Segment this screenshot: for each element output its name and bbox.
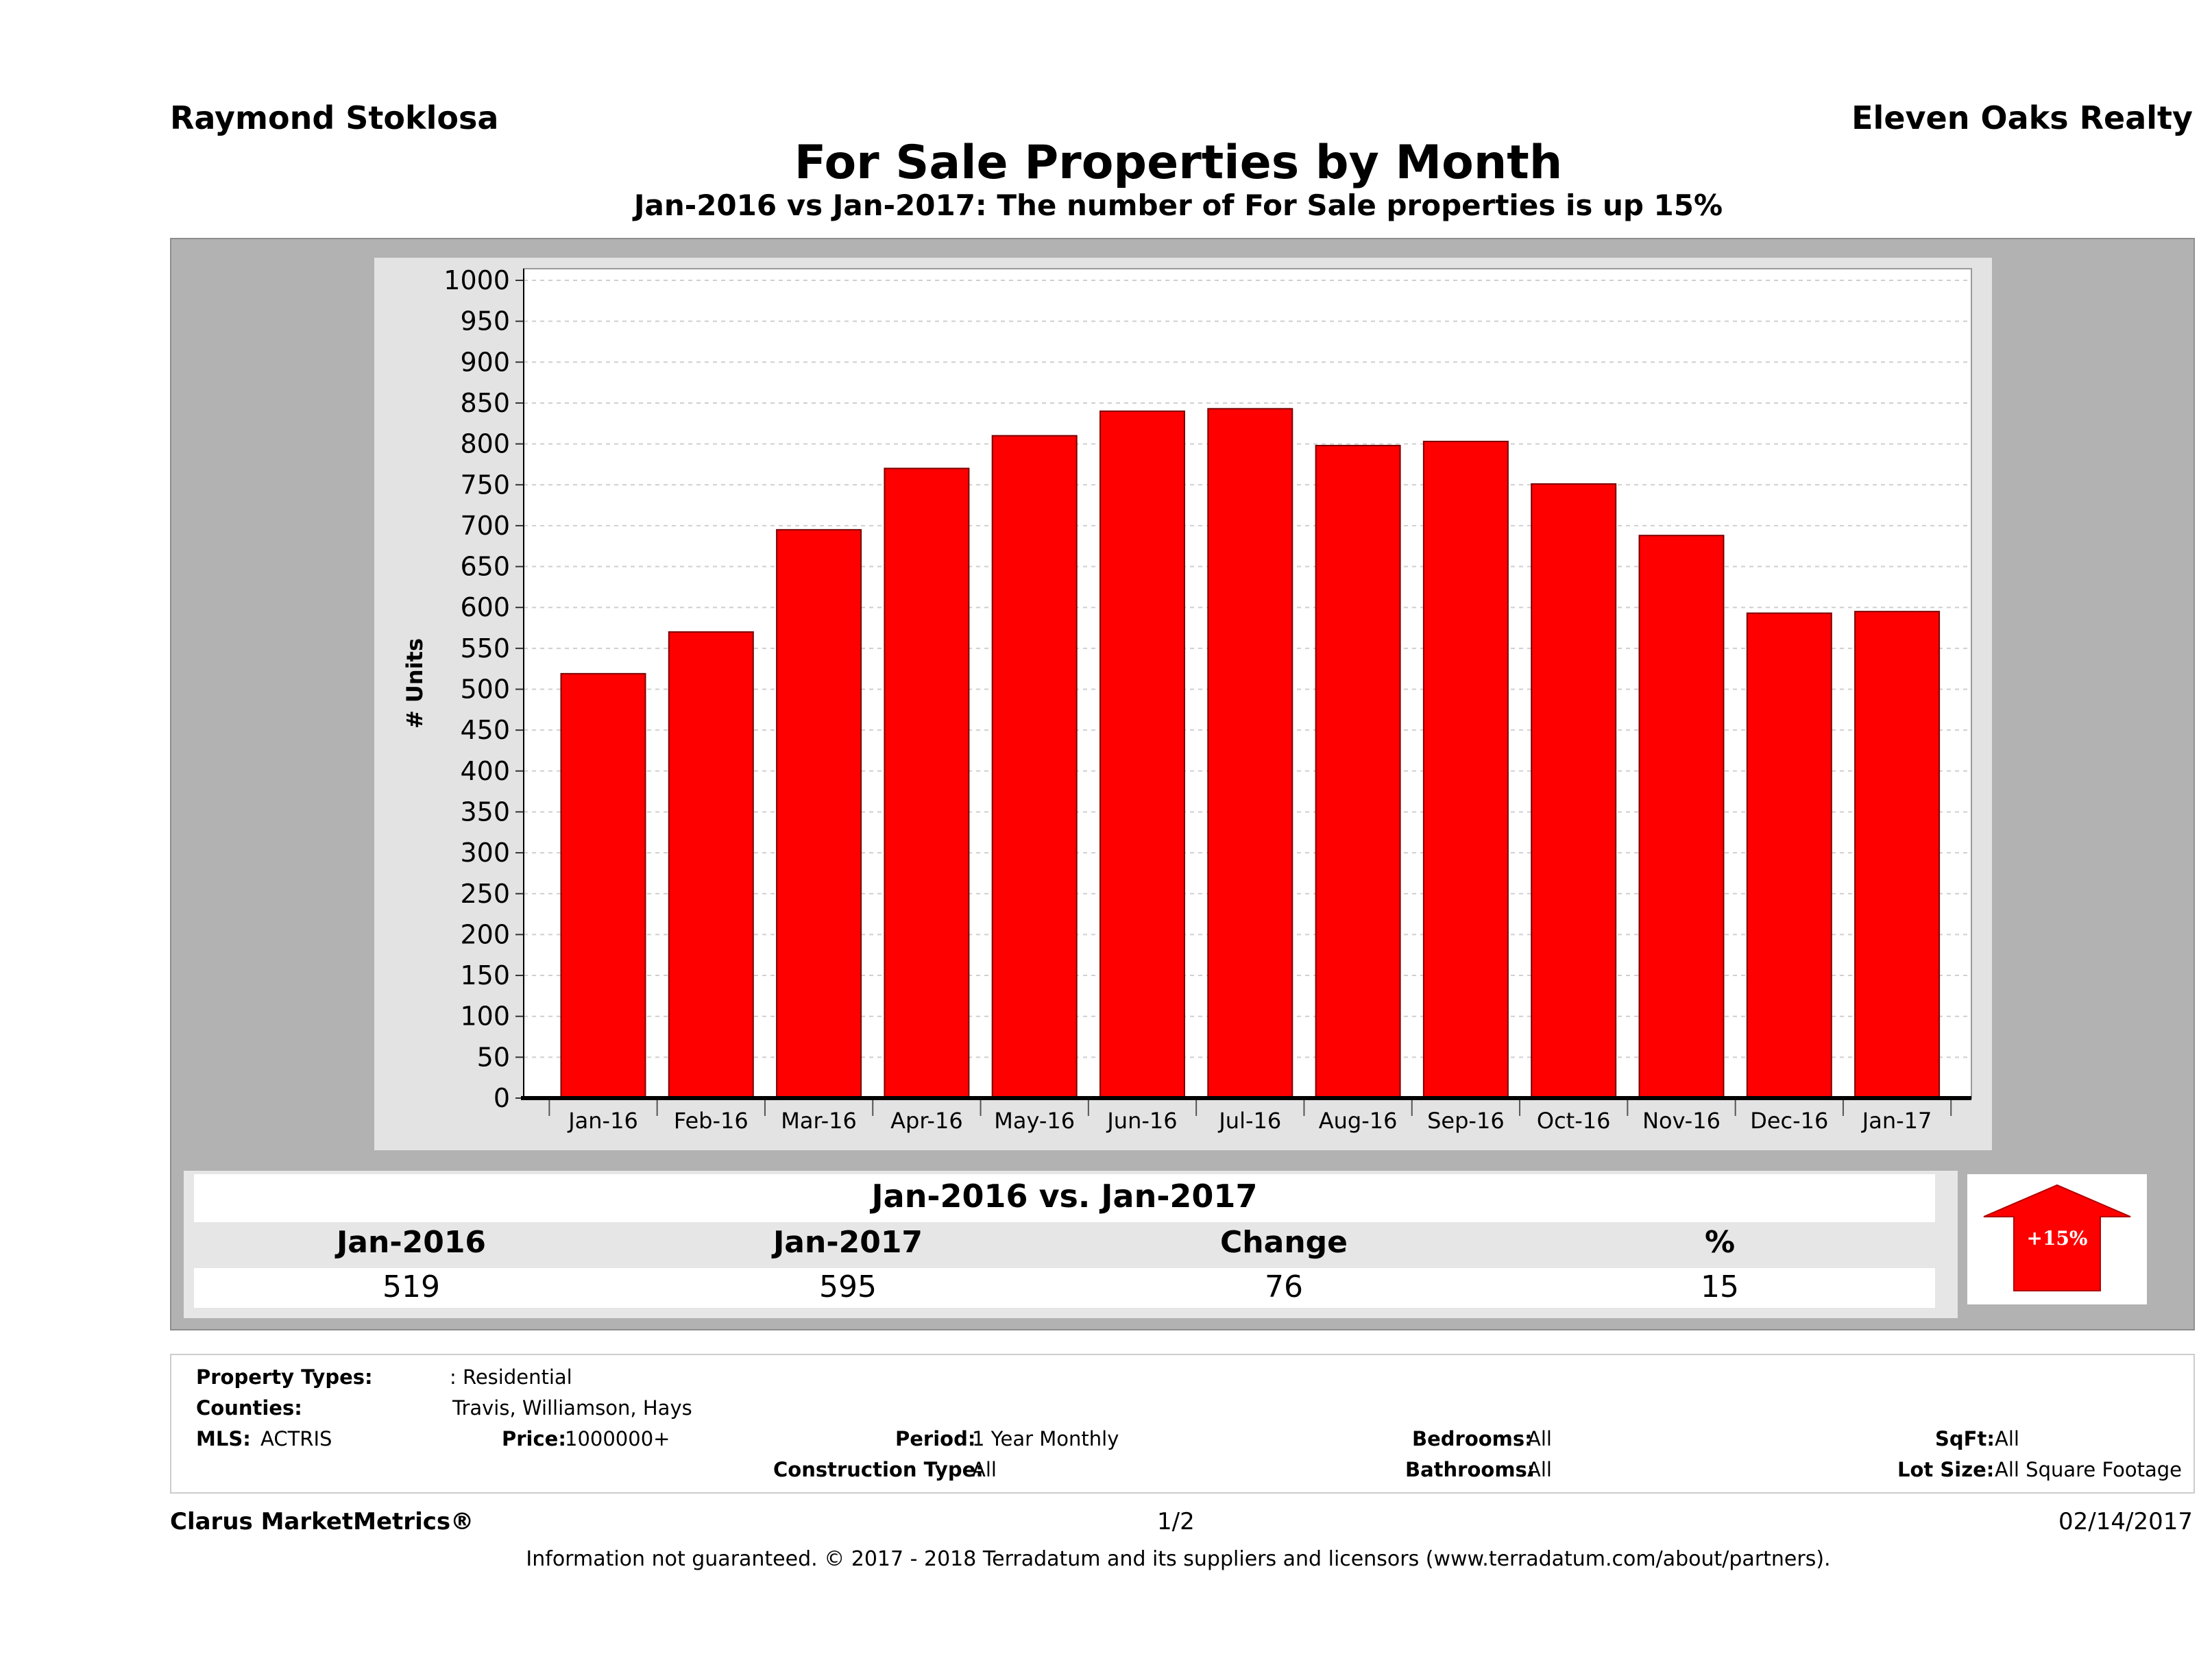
y-tick-label: 1000 [443,265,510,295]
bar-aug-16 [1315,444,1401,1099]
y-tick-label: 450 [460,715,510,745]
mls-label: MLS: [196,1427,251,1450]
trend-badge-label: +15% [2026,1227,2088,1250]
mls-value: ACTRIS [260,1427,332,1450]
y-tick-label: 50 [477,1042,510,1072]
y-tick-label: 400 [460,756,510,786]
summary-value-jan2016: 519 [382,1269,440,1304]
y-tick-label: 350 [460,797,510,827]
y-tick-label: 850 [460,388,510,418]
x-tick-label: Jan-17 [1861,1108,1932,1134]
y-axis-label: # Units [402,638,428,729]
lot-size-value: All Square Footage [1995,1458,2183,1481]
x-tick-label: Dec-16 [1750,1108,1828,1134]
bar-mar-16 [776,528,862,1099]
summary-value-jan2017: 595 [819,1269,877,1304]
bar-sep-16 [1422,441,1509,1099]
trend-badge [1967,1174,2147,1304]
criteria-panel [170,1354,2195,1494]
y-tick-label: 100 [460,1001,510,1032]
x-tick-label: Oct-16 [1537,1108,1611,1134]
bar-nov-16 [1638,535,1725,1099]
construction-type-label: Construction Type: [773,1458,984,1481]
bars [560,408,1941,1099]
bar-jun-16 [1099,410,1185,1099]
bar-oct-16 [1531,483,1617,1099]
summary-header-jan2017: Jan-2017 [773,1225,923,1260]
price-value: 1000000+ [565,1427,670,1450]
bar-may-16 [991,435,1078,1099]
property-types-label: Property Types: [196,1365,373,1389]
property-types-value: : Residential [450,1365,572,1389]
footer-page-number: 1/2 [1157,1508,1195,1535]
x-tick-label: Mar-16 [781,1108,857,1134]
y-tick-label: 550 [460,633,510,664]
bar-jan-17 [1854,611,1941,1099]
summary-header-percent: % [1704,1225,1736,1260]
bathrooms-value: All [1527,1458,1552,1481]
x-tick-label: May-16 [994,1108,1075,1134]
counties-label: Counties: [196,1396,302,1420]
y-tick-label: 750 [460,470,510,500]
x-tick-label: Nov-16 [1642,1108,1721,1134]
x-tick-label: Aug-16 [1319,1108,1398,1134]
y-tick-label: 600 [460,592,510,622]
price-label: Price: [502,1427,566,1450]
x-tick-label: Feb-16 [674,1108,749,1134]
y-tick-label: 950 [460,306,510,337]
y-tick-label: 700 [460,511,510,541]
footer-brand: Clarus MarketMetrics® [170,1508,474,1535]
x-tick-label: Apr-16 [890,1108,963,1134]
sqft-label: SqFt: [1935,1427,1995,1450]
y-tick-label: 250 [460,879,510,909]
bar-feb-16 [668,631,754,1099]
y-tick-label: 0 [494,1083,510,1113]
bar-dec-16 [1746,612,1832,1099]
y-tick-label: 200 [460,919,510,949]
y-tick-label: 900 [460,347,510,377]
sqft-value: All [1995,1427,2019,1450]
bedrooms-value: All [1527,1427,1552,1450]
x-axis-ticks: Jan-16 Feb-16 Mar-16 Apr-16 May-16 Jun-16 Jul-… [548,1100,1952,1134]
summary-header-jan2016: Jan-2016 [336,1225,487,1260]
up-arrow-icon [1983,1184,2131,1291]
x-tick-label: Jan-16 [567,1108,638,1134]
summary-value-change: 76 [1265,1269,1303,1304]
summary-value-percent: 15 [1701,1269,1739,1304]
y-axis-ticks: 0 50 100 150 200 250 300 350 400 450 500 550 600 650 7… [443,265,524,1113]
chart-title: For Sale Properties by Month [794,136,1563,190]
bar-apr-16 [884,467,970,1099]
y-tick-label: 500 [460,674,510,705]
x-tick-label: Jul-16 [1217,1108,1281,1134]
chart-subtitle: Jan-2016 vs Jan-2017: The number of For … [633,189,1723,222]
summary-title-row [194,1174,1935,1222]
lot-size-label: Lot Size: [1897,1458,1995,1481]
y-tick-label: 650 [460,552,510,582]
bar-chart: 0 50 100 150 200 250 300 350 400 450 500 550 600 650 7… [402,265,1972,1134]
bathrooms-label: Bathrooms: [1405,1458,1535,1481]
bar-jul-16 [1207,408,1293,1099]
bedrooms-label: Bedrooms: [1412,1427,1533,1450]
footer-date: 02/14/2017 [2058,1508,2193,1535]
y-tick-label: 800 [460,429,510,459]
y-tick-label: 150 [460,960,510,990]
footer-disclaimer: Information not guaranteed. © 2017 - 201… [526,1547,1831,1571]
x-tick-label: Sep-16 [1427,1108,1505,1134]
period-label: Period: [895,1427,976,1450]
period-value: 1 Year Monthly [972,1427,1119,1450]
summary-title: Jan-2016 vs. Jan-2017 [871,1178,1258,1215]
summary-values-row [194,1268,1935,1308]
bar-jan-16 [560,672,646,1099]
company-name: Eleven Oaks Realty [1851,99,2193,136]
y-tick-label: 300 [460,838,510,868]
counties-value: Travis, Williamson, Hays [452,1396,692,1420]
summary-header-change: Change [1220,1225,1348,1260]
construction-type-value: All [972,1458,997,1481]
x-tick-label: Jun-16 [1106,1108,1177,1134]
agent-name: Raymond Stoklosa [170,99,499,136]
